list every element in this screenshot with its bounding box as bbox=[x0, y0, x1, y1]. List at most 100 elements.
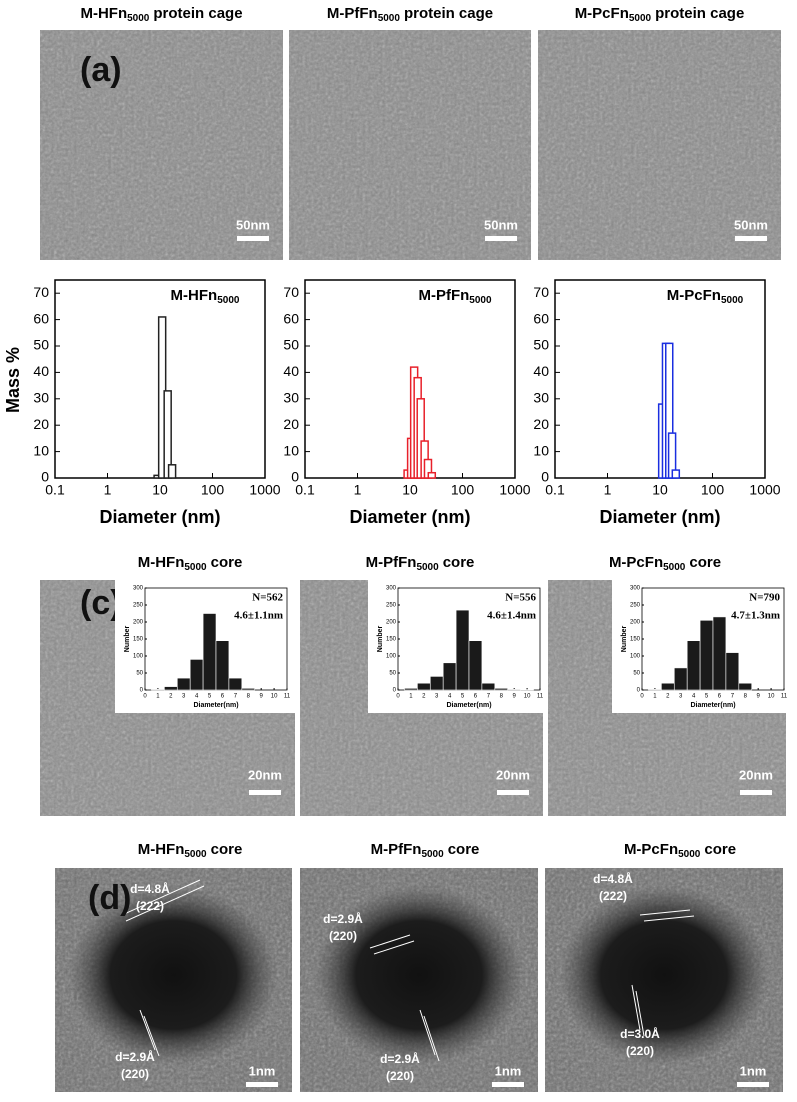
x-tick-label: 0.1 bbox=[295, 482, 315, 498]
y-axis-label: Number bbox=[377, 626, 384, 653]
title-subscript: 5000 bbox=[421, 849, 444, 860]
y-tick-label: 150 bbox=[133, 637, 144, 643]
inset-annotation: 4.6±1.1nm bbox=[234, 610, 283, 622]
inset-annotation: 4.6±1.4nm bbox=[487, 610, 536, 622]
y-tick-label: 300 bbox=[630, 586, 641, 592]
inset-annotation: 4.7±1.3nm bbox=[731, 610, 780, 622]
lattice-line bbox=[635, 990, 645, 1037]
x-tick-label: 10 bbox=[652, 482, 668, 498]
x-tick-label: 10 bbox=[524, 694, 531, 700]
inset-annotation: N=562 bbox=[252, 592, 283, 604]
histogram-bar bbox=[468, 640, 483, 691]
histogram-bar bbox=[417, 682, 431, 691]
y-tick-label: 70 bbox=[283, 284, 299, 300]
inset-annotation: N=790 bbox=[749, 592, 780, 604]
x-tick-label: 0 bbox=[396, 694, 400, 700]
x-tick-label: 10 bbox=[271, 694, 278, 700]
panel-label: (a) bbox=[80, 51, 122, 89]
scale-bar bbox=[740, 790, 772, 795]
lattice-spacing: d=2.9Å bbox=[323, 911, 363, 926]
scale-bar bbox=[237, 236, 269, 241]
x-tick-label: 4 bbox=[448, 694, 452, 700]
panel-title: M-PcFn5000 bbox=[667, 287, 744, 306]
lattice-plane: (220) bbox=[386, 1069, 414, 1083]
y-tick-label: 40 bbox=[283, 363, 299, 379]
y-tick-label: 300 bbox=[133, 586, 144, 592]
scale-bar bbox=[492, 1082, 524, 1087]
y-tick-label: 40 bbox=[33, 363, 49, 379]
y-tick-label: 20 bbox=[533, 416, 549, 432]
scale-bar bbox=[246, 1082, 278, 1087]
title-subscript: 5000 bbox=[721, 295, 744, 306]
x-tick-label: 100 bbox=[451, 482, 475, 498]
title-name: M-PfFn bbox=[327, 5, 378, 22]
y-tick-label: 250 bbox=[133, 603, 144, 609]
title-name: M-HFn bbox=[138, 554, 185, 571]
lattice-spacing: d=2.9Å bbox=[115, 1049, 155, 1064]
title-suffix: protein cage bbox=[153, 5, 242, 22]
histogram-bar bbox=[151, 689, 165, 691]
lattice-line bbox=[369, 934, 411, 949]
micrograph-texture bbox=[289, 30, 531, 260]
x-tick-label: 5 bbox=[705, 694, 709, 700]
panel-title: M-PfFn5000 core bbox=[366, 554, 475, 573]
title-name: M-PcFn bbox=[575, 5, 629, 22]
x-tick-label: 1 bbox=[409, 694, 413, 700]
title-subscript: 5000 bbox=[184, 849, 207, 860]
scale-bar bbox=[497, 790, 529, 795]
y-tick-label: 20 bbox=[283, 416, 299, 432]
title-suffix: core bbox=[448, 841, 480, 858]
title-name: M-PfFn bbox=[371, 841, 422, 858]
lattice-plane: (222) bbox=[599, 889, 627, 903]
panel-title: M-PcFn5000 core bbox=[624, 841, 736, 860]
lattice-plane: (222) bbox=[136, 899, 164, 913]
bar bbox=[671, 469, 681, 479]
x-tick-label: 10 bbox=[402, 482, 418, 498]
y-tick-label: 0 bbox=[393, 688, 397, 694]
title-subscript: 5000 bbox=[678, 849, 701, 860]
title-suffix: protein cage bbox=[404, 5, 493, 22]
title-subscript: 5000 bbox=[184, 562, 207, 573]
x-tick-label: 0.1 bbox=[45, 482, 65, 498]
y-tick-label: 50 bbox=[136, 671, 143, 677]
panel-title: M-PcFn5000 core bbox=[609, 554, 721, 573]
y-tick-label: 0 bbox=[41, 469, 49, 485]
y-tick-label: 10 bbox=[533, 442, 549, 458]
x-tick-label: 3 bbox=[182, 694, 186, 700]
title-subscript: 5000 bbox=[663, 562, 686, 573]
x-axis-label: Diameter(nm) bbox=[690, 702, 735, 709]
x-tick-label: 3 bbox=[679, 694, 683, 700]
histogram-bar bbox=[189, 659, 204, 691]
panel-title: M-PcFn5000 protein cage bbox=[575, 5, 745, 24]
nanoparticle-core bbox=[68, 885, 279, 1065]
x-tick-label: 1000 bbox=[249, 482, 280, 498]
bar bbox=[167, 464, 177, 479]
inset-annotation: N=556 bbox=[505, 592, 536, 604]
y-tick-label: 40 bbox=[533, 363, 549, 379]
histogram-bar bbox=[241, 687, 256, 691]
x-tick-label: 10 bbox=[152, 482, 168, 498]
scale-bar-label: 50nm bbox=[484, 217, 518, 232]
histogram-bar bbox=[648, 689, 662, 691]
micrograph-texture bbox=[538, 30, 781, 260]
histogram-bar bbox=[494, 687, 509, 691]
title-suffix: core bbox=[704, 841, 736, 858]
title-name: M-PfFn bbox=[418, 287, 469, 304]
y-tick-label: 10 bbox=[33, 442, 49, 458]
x-axis-label: Diameter (nm) bbox=[99, 507, 220, 527]
x-axis-label: Diameter(nm) bbox=[446, 702, 491, 709]
x-tick-label: 0 bbox=[640, 694, 644, 700]
title-suffix: protein cage bbox=[655, 5, 744, 22]
x-tick-label: 9 bbox=[757, 694, 761, 700]
x-tick-label: 11 bbox=[537, 694, 544, 700]
nanoparticle-core bbox=[314, 885, 524, 1065]
scale-bar-label: 20nm bbox=[496, 767, 530, 782]
title-name: M-PfFn bbox=[366, 554, 417, 571]
x-tick-label: 0.1 bbox=[545, 482, 565, 498]
panel-title: M-PfFn5000 core bbox=[371, 841, 480, 860]
histogram-bar bbox=[673, 667, 688, 691]
lattice-spacing: d=4.8Å bbox=[593, 871, 633, 886]
bar bbox=[163, 390, 172, 479]
x-tick-label: 5 bbox=[461, 694, 465, 700]
